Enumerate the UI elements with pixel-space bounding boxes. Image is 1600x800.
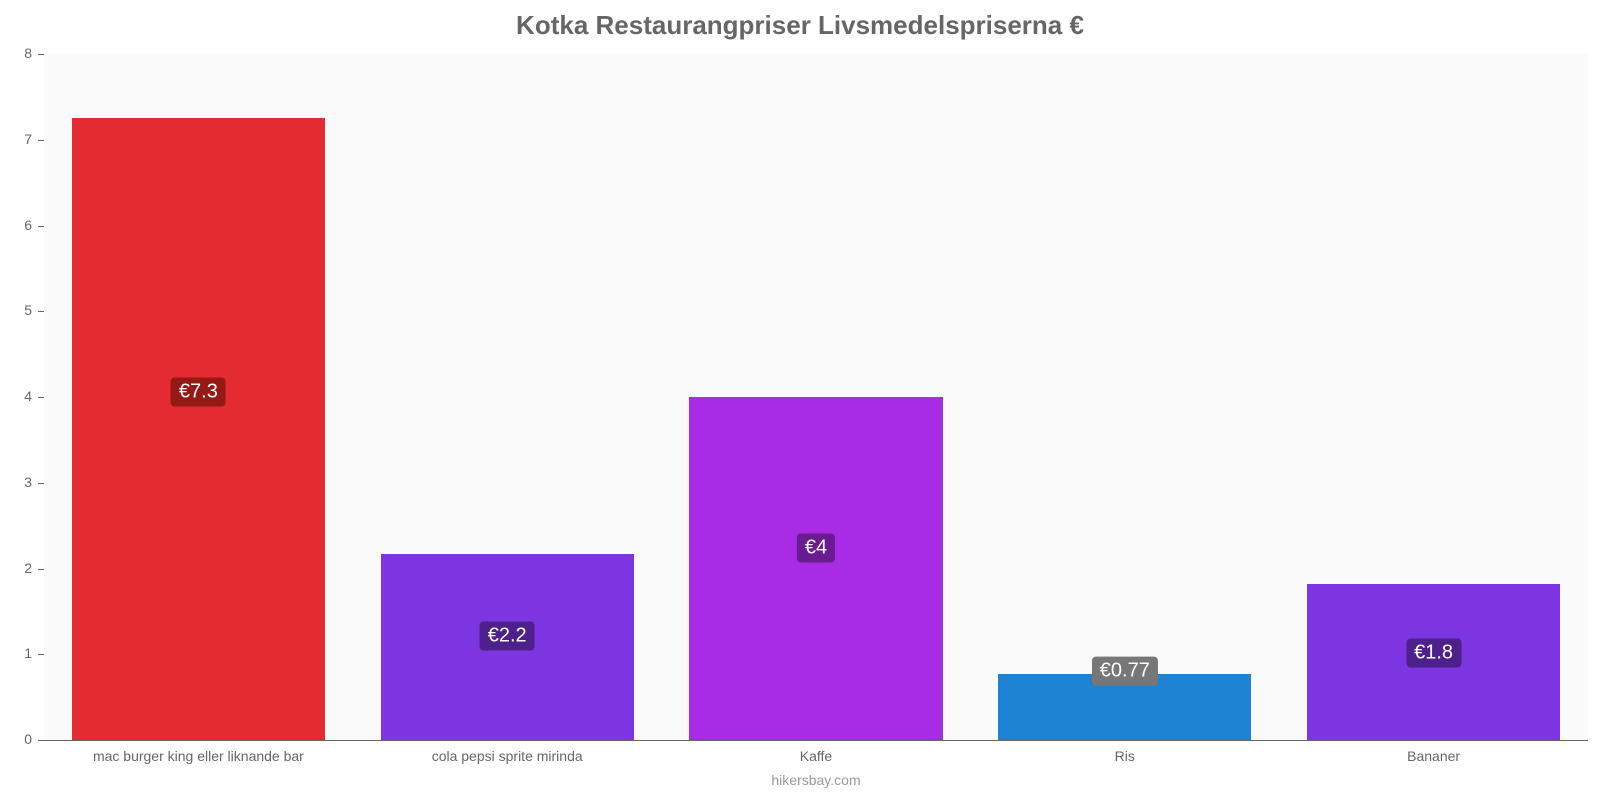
y-axis-tick-label: 6 (24, 217, 32, 233)
y-axis-tick-mark (38, 654, 44, 655)
chart-title: Kotka Restaurangpriser Livsmedelsprisern… (0, 0, 1600, 41)
y-axis-tick-mark (38, 140, 44, 141)
y-axis-tick-mark (38, 226, 44, 227)
y-axis-tick-label: 1 (24, 645, 32, 661)
y-axis-tick-label: 5 (24, 302, 32, 318)
y-axis-tick-label: 3 (24, 474, 32, 490)
y-axis-tick-mark (38, 397, 44, 398)
x-axis-category-label: Ris (970, 748, 1279, 764)
x-axis-category-label: Kaffe (662, 748, 971, 764)
price-bar (689, 397, 942, 740)
price-bar (72, 118, 325, 740)
price-chart: Kotka Restaurangpriser Livsmedelsprisern… (0, 0, 1600, 800)
bar-value-label: €4 (797, 533, 835, 562)
x-axis-category-label: Bananer (1279, 748, 1588, 764)
y-axis-tick-mark (38, 483, 44, 484)
y-axis-tick-mark (38, 569, 44, 570)
chart-attribution: hikersbay.com (771, 772, 860, 788)
bar-value-label: €1.8 (1406, 638, 1461, 667)
y-axis-tick-label: 2 (24, 560, 32, 576)
x-axis-category-label: cola pepsi sprite mirinda (353, 748, 662, 764)
x-axis-baseline (44, 740, 1588, 741)
y-axis-tick-mark (38, 311, 44, 312)
bar-value-label: €2.2 (480, 621, 535, 650)
y-axis-tick-mark (38, 54, 44, 55)
plot-area (44, 54, 1588, 740)
x-axis-category-label: mac burger king eller liknande bar (44, 748, 353, 764)
y-axis-tick-label: 0 (24, 731, 32, 747)
bar-value-label: €7.3 (171, 377, 226, 406)
y-axis-tick-label: 7 (24, 131, 32, 147)
y-axis-tick-label: 8 (24, 45, 32, 61)
y-axis-tick-label: 4 (24, 388, 32, 404)
bar-value-label: €0.77 (1092, 657, 1158, 686)
